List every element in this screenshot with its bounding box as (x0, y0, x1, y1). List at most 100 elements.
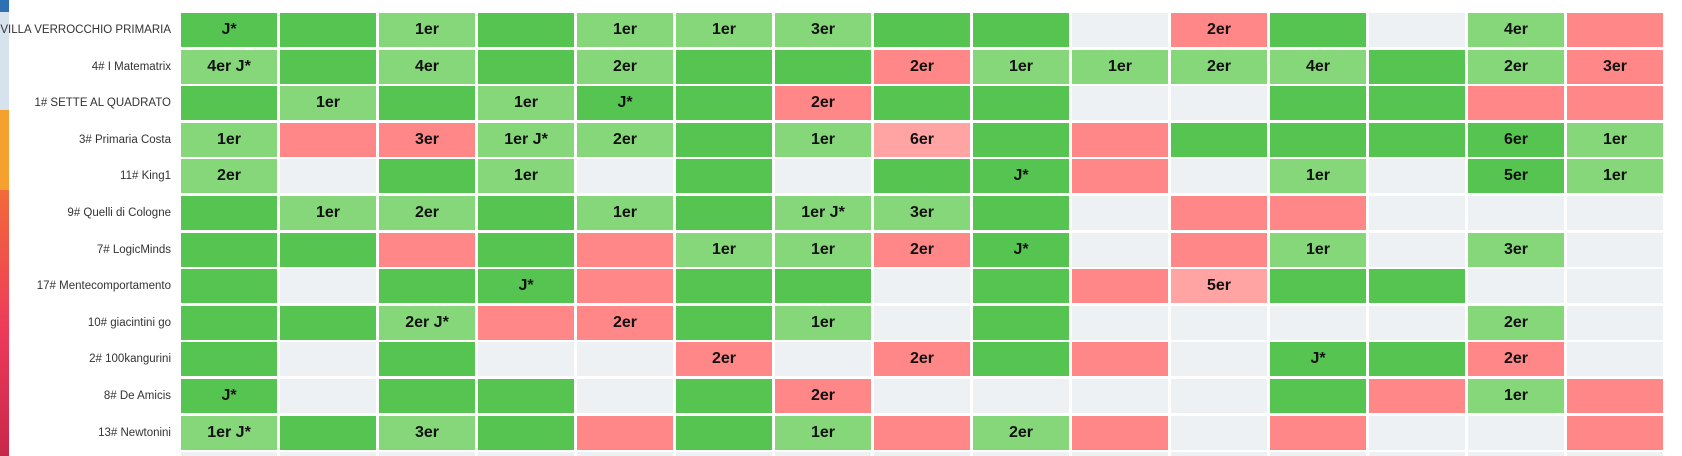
score-cell[interactable] (874, 13, 970, 47)
score-cell[interactable]: J* (1270, 342, 1366, 376)
score-cell[interactable]: J* (577, 86, 673, 120)
score-cell[interactable] (280, 233, 376, 267)
score-cell[interactable] (1270, 269, 1366, 303)
score-cell[interactable] (379, 233, 475, 267)
score-cell[interactable]: 2er (1468, 342, 1564, 376)
score-cell[interactable]: 2er (775, 379, 871, 413)
score-cell[interactable] (676, 86, 772, 120)
score-cell[interactable] (1072, 233, 1168, 267)
score-cell[interactable]: 6er (874, 123, 970, 157)
score-cell[interactable] (1369, 50, 1465, 84)
score-cell[interactable] (478, 13, 574, 47)
score-cell[interactable] (577, 416, 673, 450)
score-cell[interactable] (379, 269, 475, 303)
score-cell[interactable]: 1er (676, 233, 772, 267)
score-cell[interactable] (1072, 416, 1168, 450)
score-cell[interactable] (577, 269, 673, 303)
score-cell[interactable]: 1er (478, 86, 574, 120)
score-cell[interactable]: 2er (775, 86, 871, 120)
score-cell[interactable]: 1er (775, 416, 871, 450)
score-cell[interactable] (676, 269, 772, 303)
score-cell[interactable] (379, 342, 475, 376)
score-cell[interactable]: 1er J* (775, 196, 871, 230)
score-cell[interactable] (1171, 159, 1267, 193)
score-cell[interactable] (1369, 13, 1465, 47)
score-cell[interactable]: J* (478, 269, 574, 303)
score-cell[interactable] (1072, 342, 1168, 376)
score-cell[interactable] (478, 306, 574, 340)
score-cell[interactable]: 3er (379, 416, 475, 450)
score-cell[interactable] (577, 379, 673, 413)
score-cell[interactable] (1567, 306, 1663, 340)
score-cell[interactable] (478, 416, 574, 450)
score-cell[interactable] (973, 86, 1069, 120)
score-cell[interactable] (478, 196, 574, 230)
score-cell[interactable] (1270, 13, 1366, 47)
score-cell[interactable]: 1er J* (181, 416, 277, 450)
score-cell[interactable] (973, 123, 1069, 157)
score-cell[interactable] (1369, 379, 1465, 413)
score-cell[interactable] (181, 233, 277, 267)
score-cell[interactable]: 1er (280, 196, 376, 230)
score-cell[interactable]: 2er (973, 416, 1069, 450)
score-cell[interactable] (1171, 342, 1267, 376)
score-cell[interactable]: 2er (379, 196, 475, 230)
score-cell[interactable]: 2er (874, 50, 970, 84)
score-cell[interactable] (676, 123, 772, 157)
score-cell[interactable] (1072, 13, 1168, 47)
score-cell[interactable] (379, 86, 475, 120)
score-cell[interactable] (973, 306, 1069, 340)
score-cell[interactable] (676, 196, 772, 230)
score-cell[interactable] (676, 306, 772, 340)
score-cell[interactable] (280, 50, 376, 84)
score-cell[interactable] (280, 159, 376, 193)
score-cell[interactable] (676, 416, 772, 450)
score-cell[interactable]: 1er (577, 13, 673, 47)
score-cell[interactable]: 4er (1468, 13, 1564, 47)
score-cell[interactable]: 1er (1567, 123, 1663, 157)
score-cell[interactable] (1567, 342, 1663, 376)
score-cell[interactable] (973, 196, 1069, 230)
score-cell[interactable]: 1er (181, 123, 277, 157)
score-cell[interactable]: J* (973, 233, 1069, 267)
score-cell[interactable] (1171, 306, 1267, 340)
score-cell[interactable]: 2er J* (379, 306, 475, 340)
score-cell[interactable] (1468, 416, 1564, 450)
score-cell[interactable] (1171, 123, 1267, 157)
score-cell[interactable] (1468, 86, 1564, 120)
score-cell[interactable]: J* (973, 159, 1069, 193)
score-cell[interactable]: 4er (1270, 50, 1366, 84)
score-cell[interactable] (1369, 123, 1465, 157)
score-cell[interactable] (280, 13, 376, 47)
score-cell[interactable] (1072, 269, 1168, 303)
score-cell[interactable] (1369, 196, 1465, 230)
score-cell[interactable] (1072, 306, 1168, 340)
score-cell[interactable]: 2er (577, 123, 673, 157)
score-cell[interactable] (676, 50, 772, 84)
score-cell[interactable]: 1er (1270, 233, 1366, 267)
score-cell[interactable] (1567, 233, 1663, 267)
score-cell[interactable]: 1er (1567, 159, 1663, 193)
score-cell[interactable] (1270, 306, 1366, 340)
score-cell[interactable]: 2er (181, 159, 277, 193)
score-cell[interactable] (478, 342, 574, 376)
score-cell[interactable] (577, 233, 673, 267)
score-cell[interactable]: 1er (478, 159, 574, 193)
score-cell[interactable] (280, 123, 376, 157)
score-cell[interactable] (874, 269, 970, 303)
score-cell[interactable] (1567, 416, 1663, 450)
score-cell[interactable]: 1er J* (478, 123, 574, 157)
score-cell[interactable] (181, 86, 277, 120)
score-cell[interactable] (478, 233, 574, 267)
score-cell[interactable] (1369, 159, 1465, 193)
score-cell[interactable]: 1er (676, 13, 772, 47)
score-cell[interactable] (577, 159, 673, 193)
score-cell[interactable] (973, 342, 1069, 376)
score-cell[interactable]: 1er (280, 86, 376, 120)
score-cell[interactable]: 2er (577, 306, 673, 340)
score-cell[interactable] (874, 86, 970, 120)
score-cell[interactable]: 1er (775, 233, 871, 267)
score-cell[interactable] (1468, 196, 1564, 230)
score-cell[interactable] (1567, 379, 1663, 413)
score-cell[interactable]: 3er (1468, 233, 1564, 267)
